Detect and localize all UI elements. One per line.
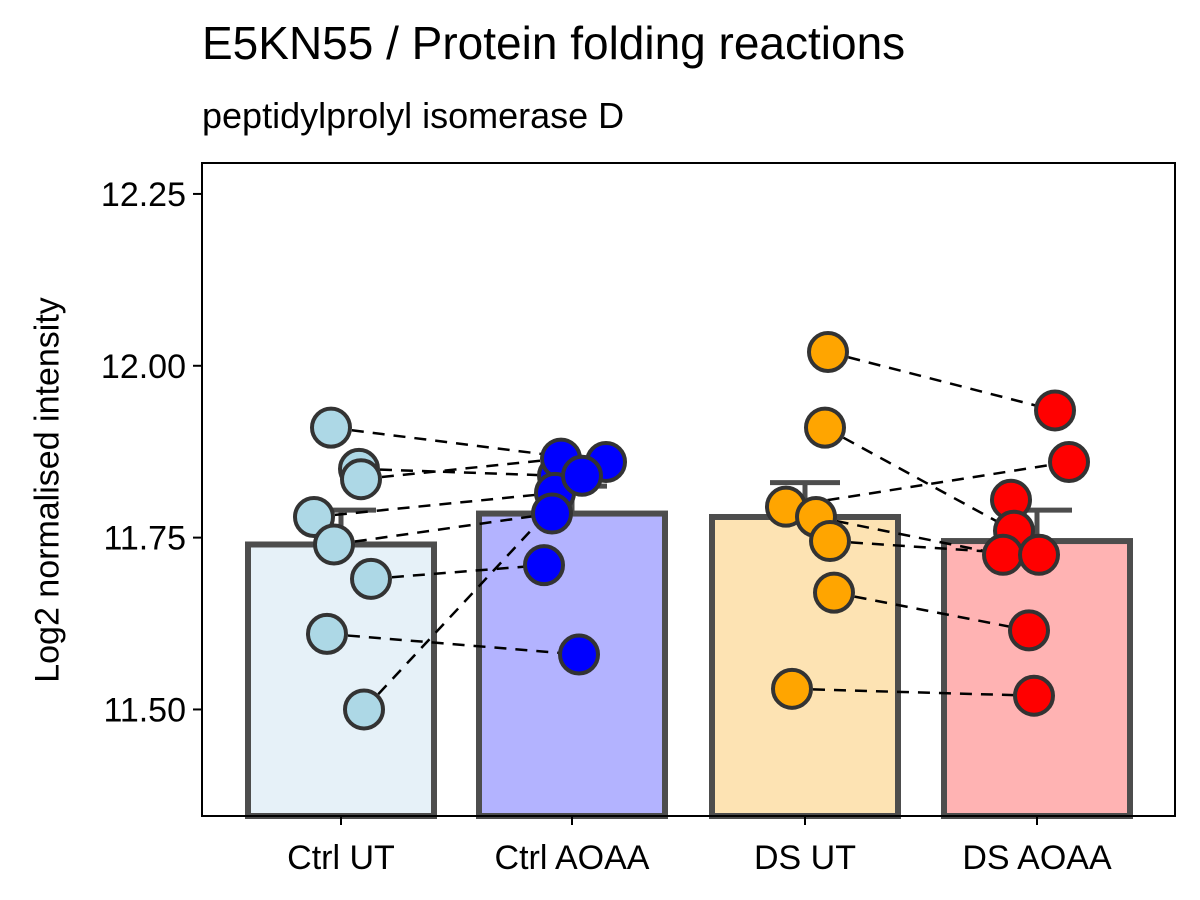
pair-line-8 [827,350,1056,412]
bar-2 [709,513,901,819]
data-point-1-5 [523,544,565,587]
data-point-2-4 [809,520,851,563]
pair-line-7 [363,474,583,711]
bar-0 [245,541,437,820]
data-point-3-7 [1013,674,1055,717]
data-point-0-7 [343,688,385,731]
pair-line-9 [824,426,1015,532]
data-point-2-6 [771,667,813,710]
x-tick-label-0: Ctrl UT [287,839,395,877]
data-point-1-7 [561,454,603,497]
y-tick-label-0: 11.50 [103,691,186,729]
data-point-1-4 [531,492,573,535]
y-tick-label-3: 12.25 [101,176,186,214]
data-point-1-6 [558,633,600,676]
pair-line-1 [358,467,559,478]
chart-subtitle: peptidylprolyl isomerase D [202,95,625,136]
x-tick-label-1: Ctrl AOAA [495,839,650,877]
y-tick-label-2: 12.00 [101,348,186,386]
data-point-3-5 [1018,533,1060,576]
pair-line-5 [370,563,545,581]
data-point-3-0 [1034,389,1076,432]
data-point-0-0 [310,406,352,449]
error-bars [306,480,1072,545]
data-point-0-5 [350,557,392,600]
data-point-2-0 [807,331,849,374]
y-axis: 11.50 11.75 12.00 12.25 [101,176,202,729]
data-points [293,331,1090,731]
data-point-2-1 [804,406,846,449]
data-point-3-6 [1008,609,1050,652]
plot-panel-border [201,162,1176,817]
pair-line-11 [815,515,1004,557]
x-tick-label-2: DS UT [754,839,856,877]
data-point-0-6 [306,612,348,655]
data-point-3-4 [982,533,1024,576]
x-axis: Ctrl UT Ctrl AOAA DS UT DS AOAA [287,816,1112,877]
y-tick-label-1: 11.75 [103,520,186,558]
chart-title: E5KN55 / Protein folding reactions [202,17,906,69]
data-point-0-4 [313,523,355,566]
data-point-3-1 [1048,441,1090,484]
pair-line-6 [326,632,580,656]
data-point-2-5 [813,571,855,614]
pair-line-0 [330,426,607,464]
x-tick-label-3: DS AOAA [962,839,1112,877]
data-point-0-2 [340,458,382,501]
pair-line-10 [785,460,1070,508]
pair-line-4 [333,512,553,546]
